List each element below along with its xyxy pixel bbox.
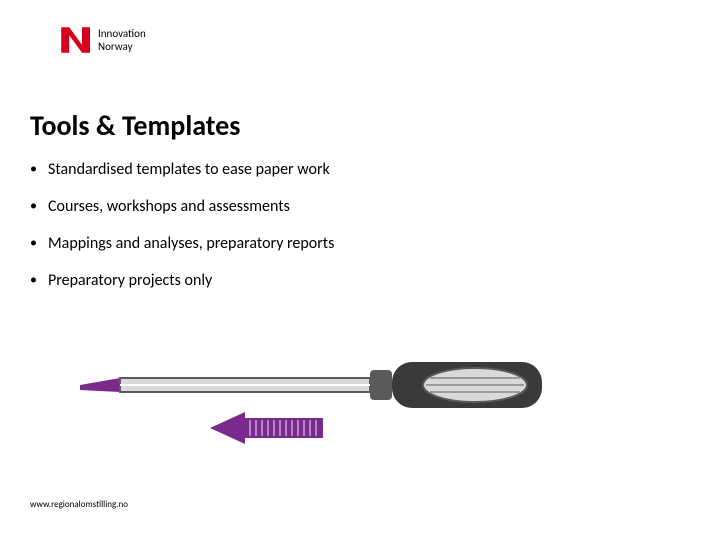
- screwdriver-icon: [80, 360, 560, 460]
- screwdriver-illustration: [80, 360, 560, 460]
- logo-mark-icon: [58, 24, 90, 56]
- logo: Innovation Norway: [58, 24, 146, 56]
- list-item: Preparatory projects only: [30, 271, 334, 290]
- list-item: Mappings and analyses, preparatory repor…: [30, 234, 334, 253]
- footer-url: www.regionalomstilling.no: [30, 499, 128, 510]
- page-title: Tools & Templates: [30, 108, 240, 143]
- bullet-list: Standardised templates to ease paper wor…: [30, 160, 334, 308]
- logo-text: Innovation Norway: [98, 27, 146, 53]
- list-item: Standardised templates to ease paper wor…: [30, 160, 334, 179]
- logo-line2: Norway: [98, 40, 146, 53]
- logo-line1: Innovation: [98, 27, 146, 40]
- list-item: Courses, workshops and assessments: [30, 197, 334, 216]
